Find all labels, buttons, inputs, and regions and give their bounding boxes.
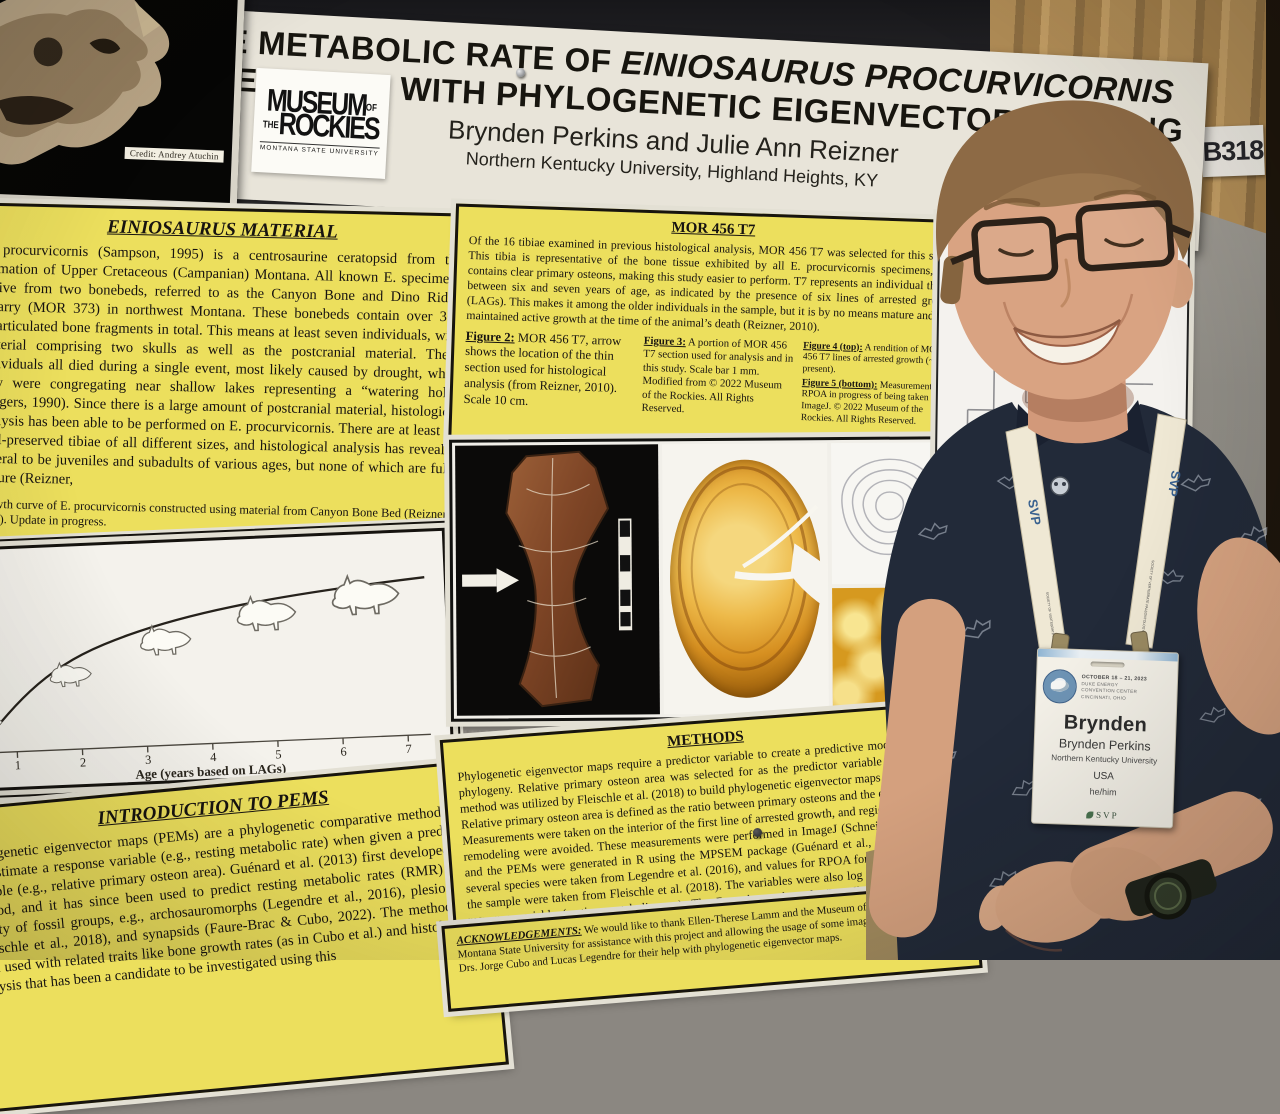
- cross-section-details: [662, 443, 828, 714]
- svp-skull-logo-icon: [1042, 669, 1077, 704]
- einiosaurus-skull-photo: Credit: Andrey Atuchin: [0, 0, 245, 210]
- figure2-tibia-photo: [455, 444, 660, 715]
- phylogeny-figure: [934, 214, 1191, 559]
- svg-text:5: 5: [275, 747, 282, 761]
- svg-text:6: 6: [340, 744, 347, 758]
- badge-venue: CINCINNATI, OHIO: [1081, 694, 1147, 702]
- lag-rings: [831, 442, 948, 584]
- badge-full-name: Brynden Perkins: [1059, 736, 1151, 753]
- figure2-caption: Figure 2: MOR 456 T7, arrow shows the lo…: [463, 328, 635, 417]
- figure5-osteon-closeup: [832, 587, 949, 713]
- arrow-marker: [462, 568, 519, 593]
- pushpin: [516, 68, 525, 77]
- figure3-caption: Figure 3: A portion of MOR 456 T7 sectio…: [641, 334, 794, 423]
- skull-illustration: [0, 0, 238, 203]
- room-edge: [1266, 0, 1280, 960]
- badge-footer: SVP: [1086, 809, 1119, 820]
- scale-bar: [618, 519, 632, 631]
- phylogeny-caption: Figure: [936, 560, 1207, 634]
- growth-curve-figure: 1 2 3 4 5 6 7 Age (years based on LAGs): [0, 528, 455, 792]
- material-heading: EINIOSAURUS MATERIAL: [0, 214, 464, 247]
- museum-of-the-rockies-logo: MUSEUMOF THEROCKIES MONTANA STATE UNIVER…: [251, 68, 390, 179]
- figure4-5-images: [831, 442, 949, 713]
- cladogram: [936, 216, 1189, 557]
- mor-body: Of the 16 tibiae examined in previous hi…: [466, 233, 957, 340]
- x-axis-label: Age (years based on LAGs): [135, 761, 286, 782]
- section-introduction-to-pems: INTRODUCTION TO PEMS Phylogenetic eigenv…: [0, 760, 509, 1114]
- badge-pronouns: he/him: [1089, 786, 1116, 797]
- figure3-cross-section: [662, 443, 828, 714]
- badge-organization: Northern Kentucky University: [1051, 753, 1157, 766]
- svg-text:3: 3: [145, 753, 152, 767]
- svg-text:4: 4: [210, 750, 218, 764]
- tibia-bone-illustration: [455, 444, 660, 715]
- figure4-lag-drawing: [831, 442, 948, 584]
- growth-curve-chart: 1 2 3 4 5 6 7 Age (years based on LAGs): [0, 531, 452, 789]
- svg-text:7: 7: [405, 742, 412, 756]
- section-mor-456-t7: MOR 456 T7 Of the 16 tibiae examined in …: [448, 204, 972, 459]
- badge-event-block: OCTOBER 18 – 21, 2023 DUKE ENERGY CONVEN…: [1081, 674, 1147, 702]
- badge-slot: [1090, 661, 1124, 667]
- badge-first-name: Brynden: [1063, 712, 1147, 738]
- logo-rockies: THEROCKIES: [262, 108, 379, 145]
- conference-badge: OCTOBER 18 – 21, 2023 DUKE ENERGY CONVEN…: [1031, 648, 1179, 829]
- room-number-sign: B318: [1201, 125, 1265, 177]
- pushpin: [753, 828, 762, 837]
- badge-country: USA: [1093, 771, 1114, 783]
- figure4-5-captions: Figure 4 (top): A rendition of MOR 456 T…: [801, 340, 954, 429]
- material-body: E. procurvicornis (Sampson, 1995) is a c…: [0, 241, 463, 498]
- histology-image-block: [449, 436, 955, 722]
- dinosaur-silhouettes: [0, 574, 404, 732]
- svp-leaf-icon: [1086, 811, 1093, 818]
- svg-text:2: 2: [80, 755, 87, 769]
- section-einiosaurus-material: EINIOSAURUS MATERIAL E. procurvicornis (…: [0, 202, 480, 558]
- svg-text:1: 1: [14, 758, 21, 772]
- figure-captions-row: Figure 2: MOR 456 T7, arrow shows the lo…: [463, 328, 954, 428]
